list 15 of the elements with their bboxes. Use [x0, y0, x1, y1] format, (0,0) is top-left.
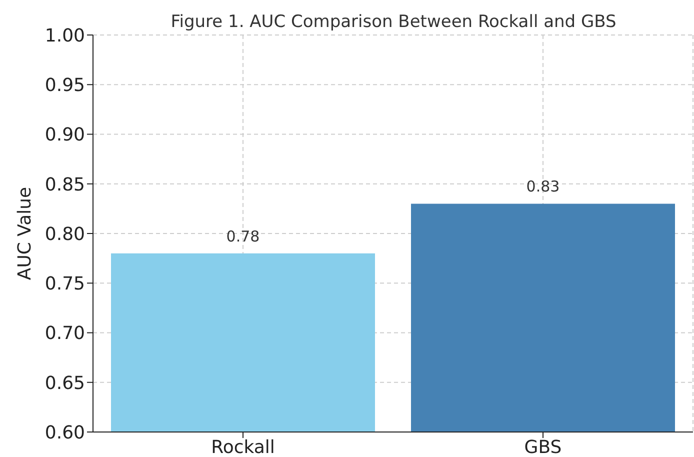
- x-tick-label: GBS: [524, 436, 562, 457]
- data-label: 0.78: [226, 227, 260, 246]
- chart-title: Figure 1. AUC Comparison Between Rockall and GBS: [170, 12, 618, 32]
- y-tick-label: 0.80: [44, 224, 85, 245]
- y-tick-label: 0.85: [44, 174, 85, 196]
- y-tick-label: 0.75: [44, 274, 85, 295]
- y-tick-label: 1.00: [44, 25, 85, 46]
- y-axis-title: AUC Value: [14, 186, 36, 280]
- y-tick-label: 0.65: [44, 372, 85, 394]
- y-tick-label: 0.60: [44, 422, 85, 444]
- y-tick-label: 0.70: [44, 323, 85, 344]
- y-tick-label: 0.90: [44, 124, 85, 146]
- y-tick-label: 0.95: [44, 75, 85, 96]
- data-label: 0.83: [526, 178, 560, 196]
- x-tick-label: Rockall: [211, 436, 275, 457]
